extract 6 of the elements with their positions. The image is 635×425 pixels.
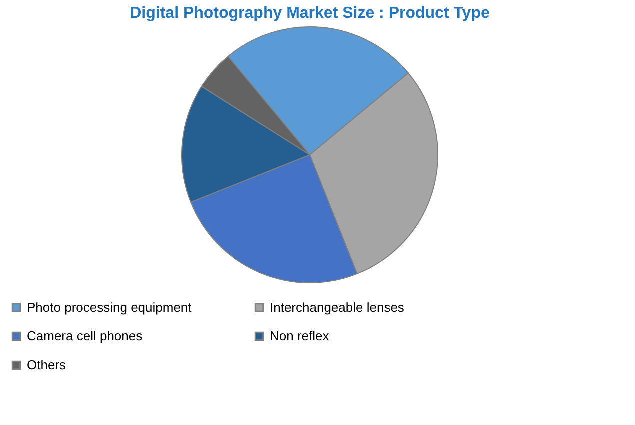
chart-title: Digital Photography Market Size : Product Type: [130, 5, 490, 22]
legend-label: Others: [27, 358, 67, 372]
legend-label: Non reflex: [270, 328, 330, 344]
legend-label: Interchangeable lenses: [270, 300, 405, 315]
legend-label: Photo processing equipment: [27, 300, 192, 315]
legend-label: Camera cell phones: [27, 328, 144, 344]
